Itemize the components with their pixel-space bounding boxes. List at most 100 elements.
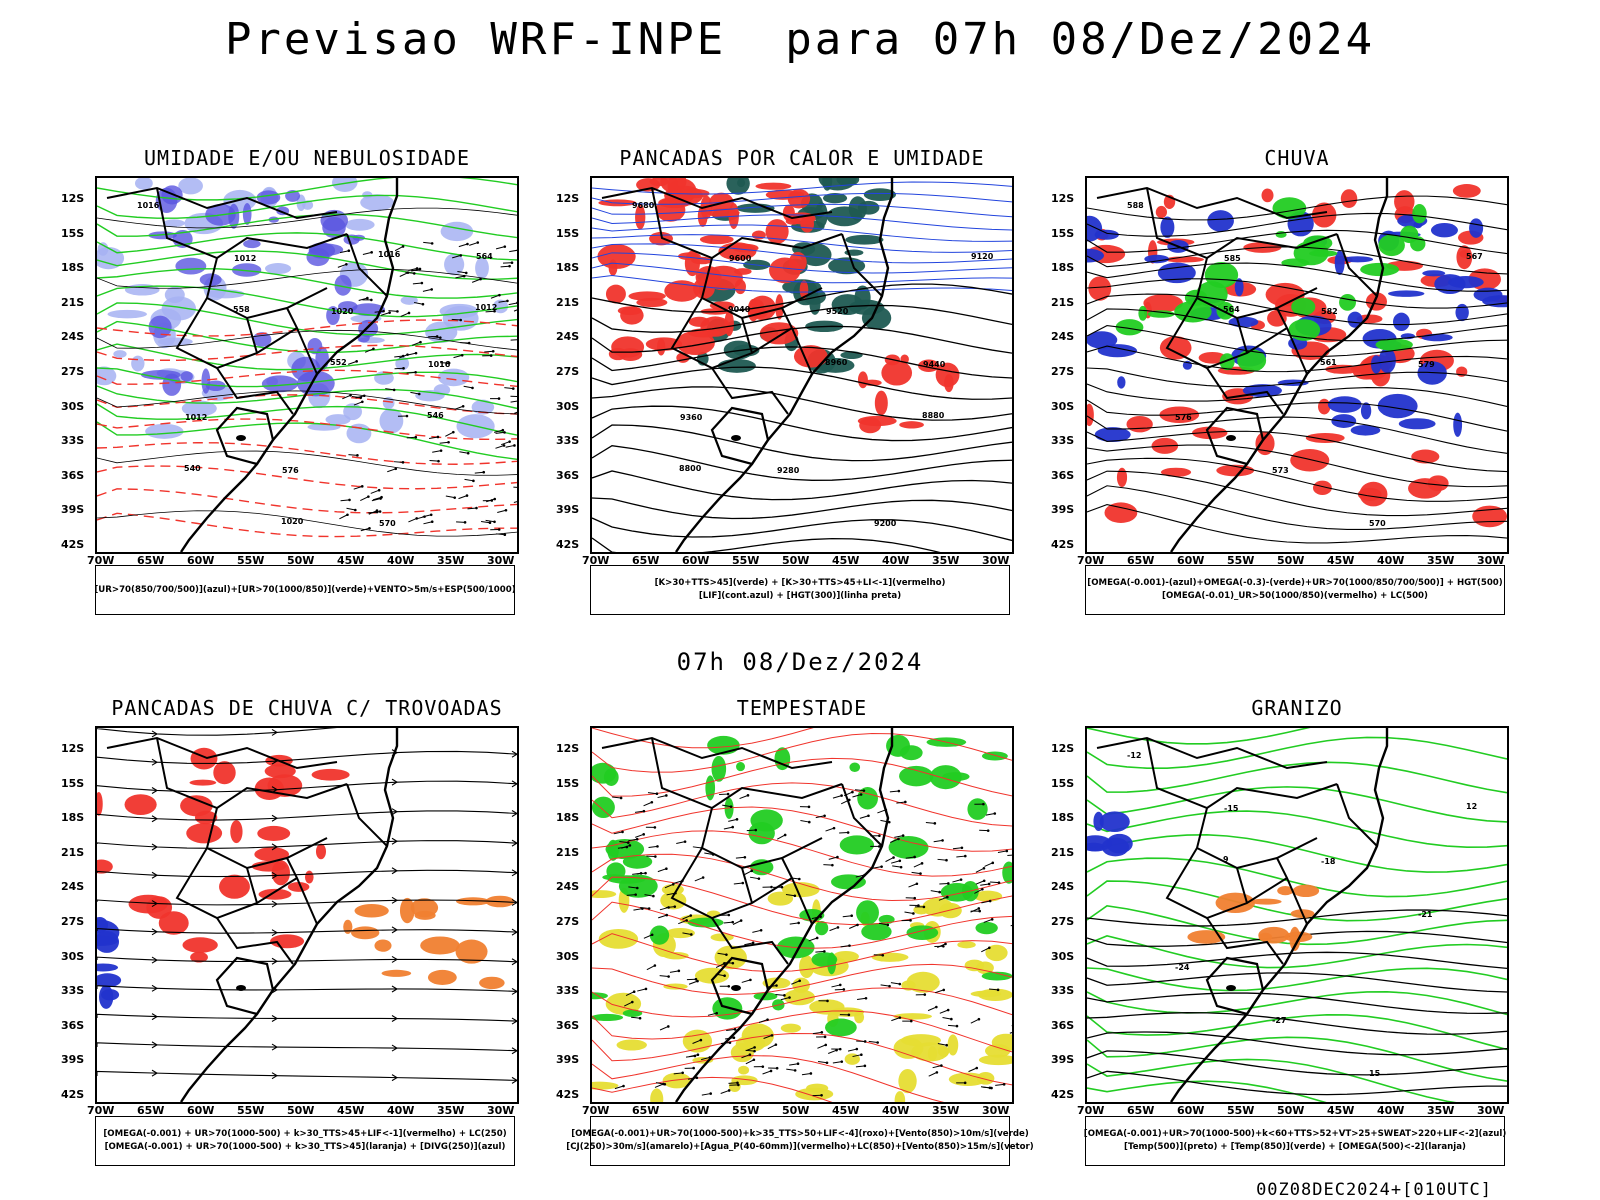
jet-yellow-patch	[665, 928, 695, 939]
wind-vector-head	[503, 431, 506, 434]
humidity-mid-patch	[157, 337, 193, 346]
latitude-label: 42S	[61, 1088, 85, 1101]
wind-vector	[983, 918, 993, 923]
wind-vector	[832, 1061, 842, 1064]
rain-blue-patch	[1482, 295, 1507, 308]
wind-vector	[372, 496, 382, 501]
storm-red-patch	[230, 820, 243, 844]
wind-vector	[975, 880, 985, 885]
latitude-label: 39S	[1051, 1053, 1075, 1067]
latitude-label: 33S	[61, 984, 85, 998]
lagoon	[1226, 435, 1236, 441]
wind-vector	[789, 922, 799, 925]
wind-vector-head	[978, 909, 981, 913]
jet-yellow-patch	[970, 990, 1002, 998]
wind-vector-head	[909, 919, 912, 922]
wind-vector-head	[748, 1053, 752, 1056]
longitude-label: 45W	[832, 554, 860, 567]
storm-orange-patch	[479, 976, 505, 990]
wind-vector-head	[726, 792, 730, 796]
latitude-label: 12S	[1051, 742, 1075, 755]
jet-yellow-patch	[660, 891, 687, 910]
humidity-high-patch	[162, 373, 182, 396]
humidity-mid-patch	[492, 299, 509, 314]
jet-yellow-patch	[616, 1039, 647, 1051]
legend-line: [OMEGA(-0.001)-(azul)+OMEGA(-0.3)-(verde…	[1087, 578, 1503, 588]
wind-vector	[937, 858, 947, 861]
contour-label: 573	[1272, 466, 1289, 475]
temp850-contours-line	[1087, 1058, 1457, 1102]
wind-vector-head	[437, 459, 440, 463]
wind-vector-head	[945, 858, 948, 862]
wind-vector-head	[402, 366, 405, 370]
contour-label: 8880	[922, 411, 945, 420]
wind-vector	[654, 1083, 664, 1088]
wind-vector	[368, 510, 378, 515]
longitude-label: 50W	[782, 1104, 810, 1117]
wind-850-green-patch	[888, 836, 929, 859]
wind-vector-head	[419, 340, 422, 344]
wind-vector-head	[639, 871, 643, 875]
wind-vector	[880, 984, 890, 987]
wind-vector	[495, 444, 505, 449]
wind-vector-head	[497, 397, 501, 400]
lc850-contours-line	[592, 876, 1012, 926]
wind-vector	[732, 920, 742, 925]
wind-vector-head	[922, 905, 926, 909]
wind-850-green-patch	[618, 874, 658, 898]
thickness-contours-line	[97, 369, 517, 388]
latitude-label: 39S	[556, 503, 580, 517]
latitude-label: 18S	[61, 811, 85, 825]
wind-vector-head	[372, 347, 375, 351]
wind-vector-head	[504, 508, 508, 512]
wind-vector-head	[876, 1041, 879, 1044]
wind-vector	[720, 1089, 730, 1094]
rain-blue-patch	[1469, 218, 1484, 238]
contour-label: -18	[1321, 857, 1336, 866]
latitude-label: 36S	[556, 468, 580, 482]
wind-vector-head	[491, 349, 495, 353]
heat-red-ocean-patch	[944, 374, 954, 393]
arrowhead	[271, 929, 279, 937]
wind-vector	[628, 886, 638, 889]
wind-vector	[938, 896, 948, 901]
storm-red	[97, 747, 350, 963]
arrowhead	[511, 1076, 517, 1084]
longitude-label: 50W	[1277, 1104, 1305, 1117]
arrowhead	[511, 839, 517, 847]
panel-title: GRANIZO	[1251, 696, 1343, 720]
wind-vector	[394, 246, 404, 252]
wind-vector	[913, 862, 923, 868]
wind-vector-head	[783, 994, 786, 997]
rain-red-patch	[1325, 364, 1360, 374]
wind-vector-head	[430, 520, 434, 524]
wind-vector	[939, 1009, 949, 1014]
latitude-label: 12S	[556, 192, 580, 205]
latitude-label: 30S	[556, 399, 580, 413]
humidity-high-patch	[175, 257, 207, 275]
state-border	[601, 186, 833, 220]
latitude-label: 30S	[1051, 399, 1075, 413]
forecast-map: -12 -15 -18 -21 -24 -27 15 12 9	[1085, 726, 1509, 1104]
wind-vector	[878, 922, 888, 926]
jet-yellow-patch	[854, 1010, 865, 1024]
longitude-label: 70W	[582, 1104, 610, 1117]
heat-red-patch	[759, 322, 799, 345]
wind-vector	[659, 975, 669, 978]
wind-vector-head	[996, 988, 1000, 992]
wind-850-green-patch	[607, 839, 619, 861]
arrowhead	[271, 900, 279, 908]
wind-vector	[700, 1056, 710, 1061]
longitude-label: 60W	[1177, 1104, 1205, 1117]
wind-vector	[351, 396, 361, 399]
wind-850-green-patch	[649, 925, 670, 945]
wind-vector-head	[650, 933, 654, 937]
forecast-map: 588 585 582 579 576 573 570 567 564 561	[1085, 176, 1509, 554]
rain-blue-patch	[1430, 223, 1458, 238]
latitude-label: 24S	[1051, 330, 1075, 344]
state-border	[711, 367, 789, 415]
rain-red-patch	[1160, 467, 1192, 477]
rain-blue-patch	[1144, 254, 1170, 264]
pressure-contours	[97, 207, 517, 537]
wind-vector-head	[482, 470, 486, 474]
